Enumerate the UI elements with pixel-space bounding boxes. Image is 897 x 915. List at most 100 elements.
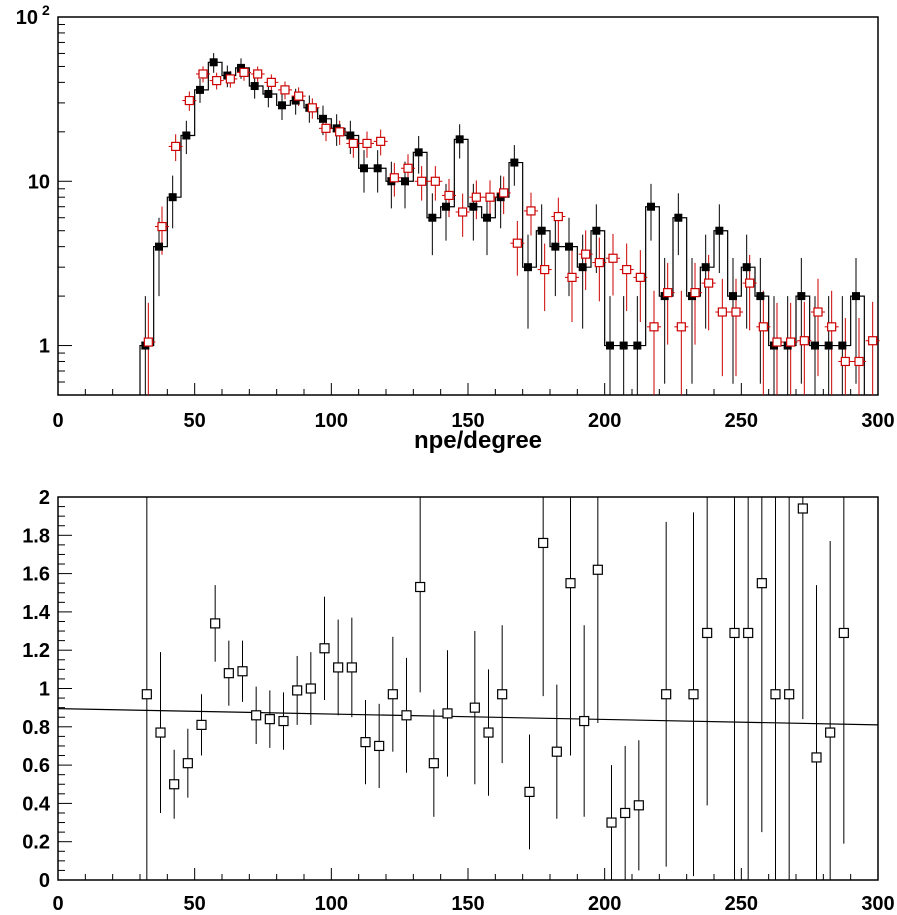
black-marker — [742, 263, 751, 272]
red-marker — [827, 322, 837, 332]
black-marker — [578, 263, 587, 272]
y-tick-exponent: 2 — [42, 2, 50, 18]
ratio-marker — [346, 662, 357, 673]
black-marker — [455, 135, 464, 144]
red-marker — [581, 249, 591, 259]
ratio-marker — [196, 719, 207, 730]
red-marker — [389, 173, 399, 183]
black-marker — [209, 58, 218, 67]
ratio-marker — [524, 786, 535, 798]
black-marker — [428, 213, 437, 222]
ratio-marker — [374, 740, 385, 752]
x-tick-label: 300 — [861, 893, 894, 915]
red-marker — [143, 337, 153, 347]
y-tick-label: 0.8 — [22, 717, 50, 739]
red-marker — [512, 238, 522, 248]
red-marker — [635, 272, 645, 282]
black-marker — [510, 158, 519, 167]
ratio-marker — [565, 578, 576, 589]
red-marker — [444, 190, 454, 201]
black-marker — [674, 213, 683, 222]
ratio-marker — [401, 710, 412, 721]
red-marker — [786, 337, 796, 347]
y-tick-label: 0 — [39, 870, 50, 892]
black-marker — [278, 101, 286, 110]
histogram-outline — [139, 61, 865, 395]
ratio-marker — [729, 627, 740, 639]
red-marker — [225, 74, 235, 84]
black-marker — [551, 242, 560, 251]
red-marker — [198, 69, 208, 79]
black-marker — [264, 89, 273, 98]
red-marker — [717, 307, 727, 317]
ratio-marker — [797, 503, 808, 514]
ratio-marker — [538, 537, 549, 549]
red-marker — [239, 67, 249, 78]
red-marker — [212, 76, 222, 86]
red-marker — [376, 136, 386, 146]
red-marker — [171, 141, 181, 152]
black-marker — [592, 226, 601, 235]
red-marker — [676, 322, 686, 332]
y-tick-label: 2 — [39, 487, 50, 509]
red-series-markers — [143, 67, 878, 367]
red-marker — [417, 176, 427, 186]
red-marker — [430, 176, 440, 186]
ratio-marker — [428, 758, 439, 769]
y-tick-label: 0.4 — [22, 793, 51, 815]
x-tick-label: 0 — [52, 893, 63, 915]
top-x-tick-labels: 0 50 100 150 200 250 300 — [52, 410, 894, 432]
ratio-marker — [825, 727, 836, 738]
black-marker — [360, 164, 368, 173]
red-marker — [526, 206, 536, 216]
ratio-marker — [811, 752, 822, 763]
black-marker — [155, 242, 163, 251]
ratio-marker — [633, 800, 644, 811]
x-tick-label: 150 — [451, 893, 484, 915]
ratio-marker — [169, 779, 180, 790]
black-marker — [565, 242, 573, 251]
x-tick-label: 0 — [52, 410, 63, 432]
red-marker — [471, 192, 481, 202]
ratio-marker — [483, 727, 494, 738]
bottom-x-tick-labels: 0 50 100 150 200 250 300 — [52, 893, 894, 915]
red-marker — [321, 123, 331, 133]
y-tick-label: 10 — [28, 171, 50, 193]
ratio-error-bars — [146, 497, 845, 880]
black-marker — [838, 341, 847, 350]
black-marker — [715, 226, 724, 235]
ratio-marker — [223, 668, 234, 679]
black-marker — [619, 341, 628, 350]
ratio-marker — [592, 564, 603, 575]
red-marker — [772, 337, 782, 347]
black-marker — [797, 292, 806, 301]
ratio-marker — [579, 715, 590, 727]
red-marker — [253, 69, 263, 79]
ratio-marker — [784, 689, 795, 700]
ratio-marker — [838, 627, 849, 639]
red-marker — [745, 278, 755, 288]
ratio-marker — [141, 689, 152, 700]
ratio-marker — [319, 643, 330, 654]
ratio-marker — [442, 708, 453, 719]
x-tick-label: 200 — [588, 410, 621, 432]
red-marker — [280, 85, 290, 95]
ratio-marker — [333, 662, 344, 673]
black-marker — [483, 213, 491, 222]
black-marker — [250, 82, 259, 91]
ratio-marker — [606, 817, 617, 828]
bottom-panel: 0 50 100 150 200 250 300 0 0.2 0.4 0.6 0.8 1 1.2 1.4 1… — [22, 487, 895, 915]
black-marker — [647, 202, 655, 211]
red-marker — [813, 307, 823, 317]
x-tick-label: 150 — [451, 410, 484, 432]
ratio-marker — [756, 578, 767, 589]
ratio-marker — [210, 618, 221, 629]
red-marker — [758, 322, 768, 332]
y-tick-label: 10 — [16, 7, 38, 29]
red-marker — [184, 95, 194, 106]
red-marker — [704, 278, 714, 288]
black-marker — [633, 341, 642, 350]
